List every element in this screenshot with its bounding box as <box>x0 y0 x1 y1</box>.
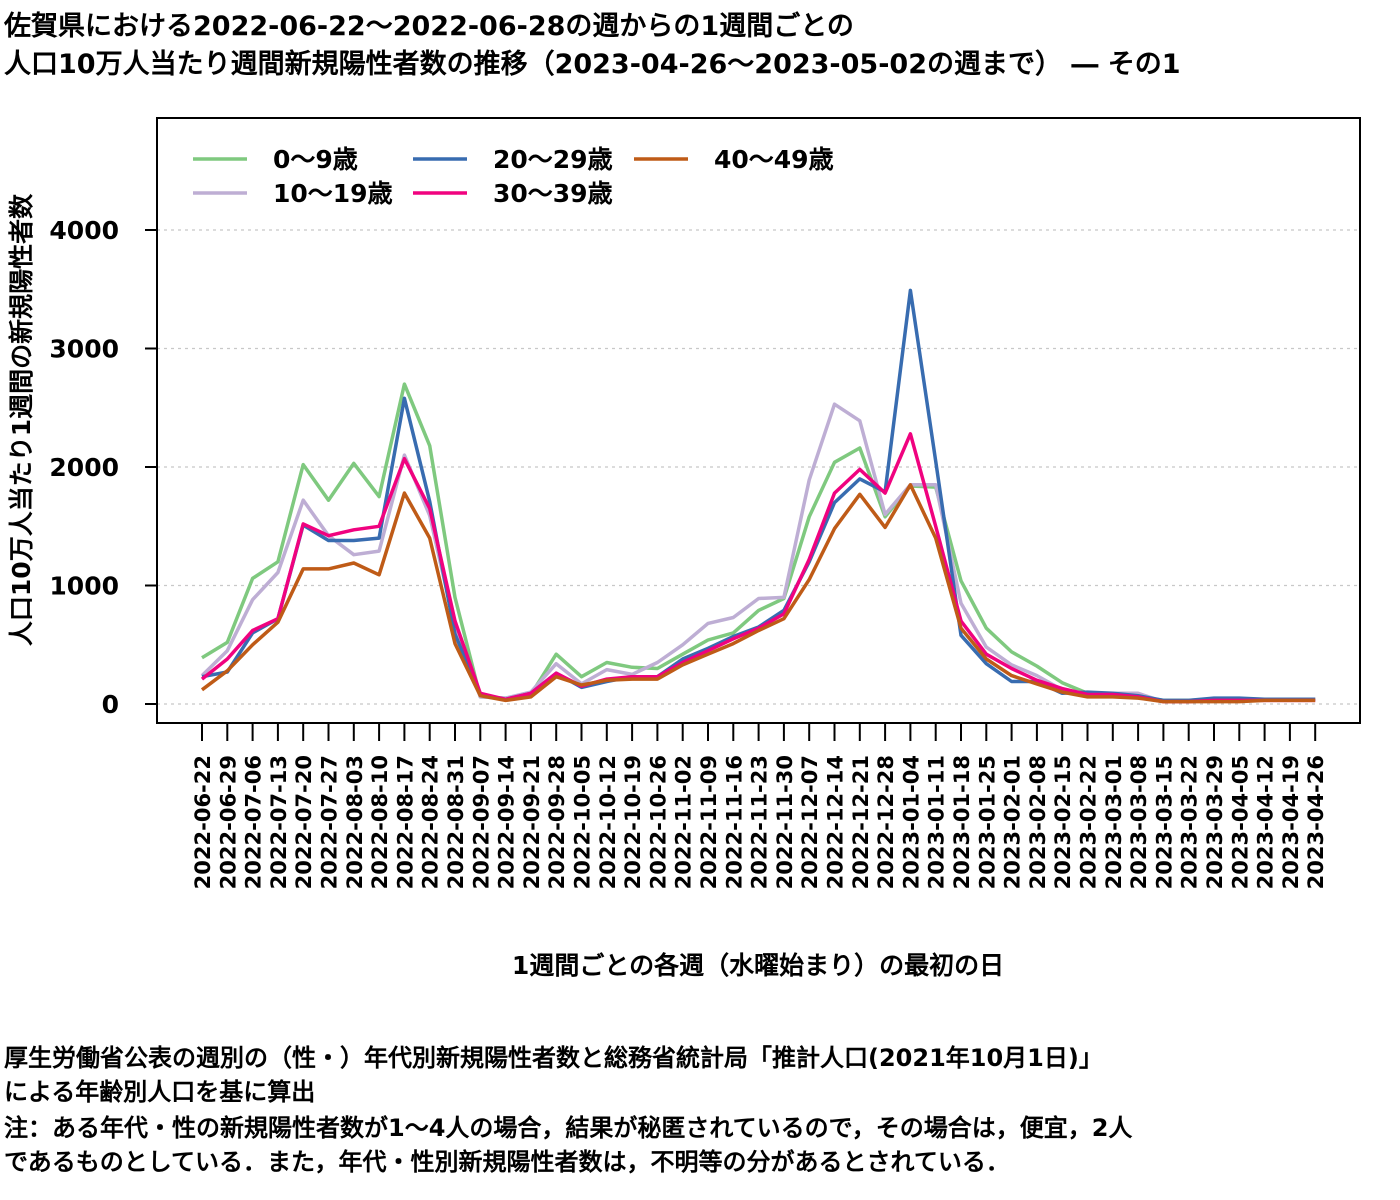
x-tick-label: 2023-03-29 <box>1203 755 1227 889</box>
y-tick-label: 4000 <box>49 216 119 245</box>
x-tick-label: 2022-07-27 <box>318 755 342 889</box>
x-tick-label: 2023-02-22 <box>1077 755 1101 889</box>
x-tick-label: 2022-12-14 <box>824 755 848 889</box>
x-tick-label: 2023-03-22 <box>1178 755 1202 889</box>
x-tick-label: 2022-09-28 <box>545 755 569 889</box>
series-lines <box>200 288 1316 704</box>
x-axis: 2022-06-22 2022-06-29 2022-07-06 2022-07-13… <box>191 723 1328 889</box>
x-tick-label: 2023-01-04 <box>899 755 923 889</box>
x-tick-label: 2023-01-11 <box>925 755 949 889</box>
source-note-line-1: 厚生労働省公表の週別の（性・）年代別新規陽性者数と総務省統計局「推計人口(202… <box>4 1044 1103 1072</box>
x-tick-label: 2023-03-08 <box>1127 755 1151 889</box>
x-tick-label: 2023-04-26 <box>1304 755 1328 889</box>
x-tick-label: 2023-02-15 <box>1051 755 1075 889</box>
series-line <box>200 432 1316 704</box>
source-note-line-2: による年齢別人口を基に算出 <box>4 1078 316 1106</box>
x-tick-label: 2022-09-07 <box>469 755 493 889</box>
x-tick-label: 2022-09-14 <box>495 755 519 889</box>
x-tick-label: 2023-04-12 <box>1254 755 1278 889</box>
series-line <box>201 382 1316 703</box>
x-tick-label: 2022-08-24 <box>419 755 443 889</box>
x-tick-label: 2022-07-06 <box>242 755 266 889</box>
footnote-line-2: であるものとしている．また，年代・性別新規陽性者数は，不明等の分があるとされてい… <box>4 1148 1010 1176</box>
y-tick-label: 2000 <box>49 453 119 482</box>
x-tick-label: 2022-12-28 <box>874 755 898 889</box>
x-tick-label: 2022-11-23 <box>748 755 772 889</box>
legend-label: 30〜39歳 <box>493 179 613 208</box>
x-tick-label: 2022-08-17 <box>393 755 417 889</box>
x-tick-label: 2022-11-30 <box>773 755 797 889</box>
x-tick-label: 2023-03-15 <box>1152 755 1176 889</box>
x-tick-label: 2023-04-19 <box>1279 755 1303 889</box>
x-tick-label: 2022-11-02 <box>672 755 696 889</box>
x-tick-label: 2022-12-21 <box>849 755 873 889</box>
x-tick-label: 2023-03-01 <box>1102 755 1126 889</box>
x-tick-label: 2022-06-22 <box>191 755 215 889</box>
x-tick-label: 2022-11-09 <box>697 755 721 889</box>
series-line <box>200 402 1316 704</box>
x-tick-label: 2022-12-07 <box>798 755 822 889</box>
x-tick-label: 2023-01-18 <box>950 755 974 889</box>
x-tick-label: 2022-11-16 <box>722 755 746 889</box>
legend-label: 20〜29歳 <box>493 145 613 174</box>
x-tick-label: 2022-08-31 <box>444 755 468 889</box>
x-tick-label: 2023-02-01 <box>1001 755 1025 889</box>
x-tick-label: 2022-08-03 <box>343 755 367 889</box>
y-tick-label: 3000 <box>49 335 119 364</box>
legend-label: 0〜9歳 <box>273 145 358 174</box>
x-tick-label: 2022-10-05 <box>571 755 595 889</box>
y-tick-label: 1000 <box>49 572 119 601</box>
legend: 0〜9歳 10〜19歳 20〜29歳 30〜39歳 40〜49歳 <box>193 145 834 208</box>
y-axis: 0 1000 2000 3000 4000 <box>49 216 157 719</box>
x-tick-label: 2022-06-29 <box>216 755 240 889</box>
x-tick-label: 2022-10-12 <box>596 755 620 889</box>
x-tick-label: 2023-01-25 <box>975 755 999 889</box>
x-tick-label: 2022-08-10 <box>368 755 392 889</box>
footnote-line-1: 注：ある年代・性の新規陽性者数が1〜4人の場合，結果が秘匿されているので，その場… <box>4 1114 1133 1142</box>
x-tick-label: 2022-07-20 <box>292 755 316 889</box>
series-line <box>200 483 1316 704</box>
gridlines <box>157 229 1360 705</box>
legend-label: 40〜49歳 <box>714 145 834 174</box>
x-tick-label: 2022-10-26 <box>646 755 670 889</box>
series-line <box>201 288 1316 703</box>
y-axis-label: 人口10万人当たり1週間の新規陽性者数 <box>7 193 36 646</box>
x-axis-label: 1週間ごとの各週（水曜始まり）の最初の日 <box>512 951 1004 980</box>
chart-title-line-2: 人口10万人当たり週間新規陽性者数の推移（2023-04-26〜2023-05-… <box>4 49 1181 80</box>
legend-label: 10〜19歳 <box>273 179 393 208</box>
chart-title-line-1: 佐賀県における2022-06-22〜2022-06-28の週からの1週間ごとの <box>4 11 854 42</box>
x-tick-label: 2022-07-13 <box>267 755 291 889</box>
x-tick-label: 2022-09-21 <box>520 755 544 889</box>
y-tick-label: 0 <box>102 690 119 719</box>
x-tick-label: 2022-10-19 <box>621 755 645 889</box>
x-tick-label: 2023-04-05 <box>1228 755 1252 889</box>
x-tick-label: 2023-02-08 <box>1026 755 1050 889</box>
